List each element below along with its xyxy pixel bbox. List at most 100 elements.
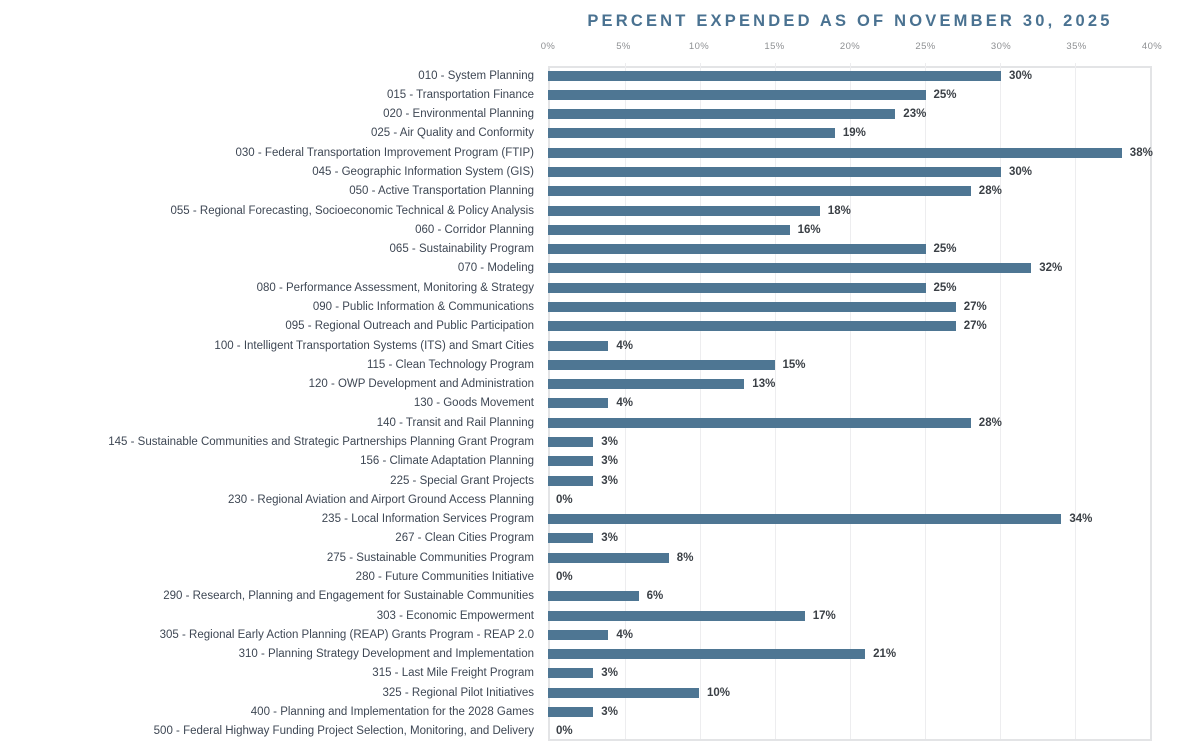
bar-track: 3% (548, 702, 1152, 721)
chart-row: 400 - Planning and Implementation for th… (0, 702, 1152, 721)
chart-row: 130 - Goods Movement 4% (0, 394, 1152, 413)
bar (548, 456, 594, 467)
category-label: 275 - Sustainable Communities Program (326, 551, 534, 564)
gridline (700, 63, 701, 739)
bar (548, 687, 699, 698)
value-label: 0% (556, 570, 573, 583)
x-axis-tick: 20% (839, 41, 861, 52)
value-label: 6% (646, 590, 664, 603)
chart-title: PERCENT EXPENDED AS OF NOVEMBER 30, 2025 (587, 12, 1113, 30)
value-label: 27% (963, 320, 987, 333)
bar-track: 3% (548, 529, 1152, 548)
category-label: 050 - Active Transportation Planning (349, 185, 534, 198)
category-label: 325 - Regional Pilot Initiatives (382, 686, 535, 699)
chart-row: 275 - Sustainable Communities Program 8% (0, 548, 1152, 567)
gridline (775, 63, 776, 739)
value-label: 0% (556, 725, 573, 738)
value-label: 4% (616, 628, 634, 641)
bar-track: 19% (548, 124, 1152, 143)
chart-row: 015 - Transportation Finance 25% (0, 85, 1152, 104)
bar (548, 263, 1032, 274)
bar-track: 3% (548, 664, 1152, 683)
bar (548, 89, 926, 100)
value-label: 38% (1129, 146, 1153, 159)
bar-rows: 010 - System Planning 30% 015 - Transporta… (0, 66, 1153, 741)
bar-track: 0% (548, 490, 1152, 509)
bar (548, 340, 609, 351)
gridline (1075, 63, 1076, 739)
bar (548, 302, 956, 313)
value-label: 25% (933, 243, 957, 256)
category-label: 020 - Environmental Planning (383, 108, 534, 121)
value-label: 13% (752, 378, 776, 391)
bar (548, 533, 594, 544)
category-label: 030 - Federal Transportation Improvement… (235, 146, 534, 159)
category-label: 065 - Sustainability Program (389, 243, 534, 256)
category-label: 090 - Public Information & Communication… (312, 301, 534, 314)
bar-track: 13% (548, 375, 1152, 394)
value-label: 21% (873, 648, 897, 661)
bar (548, 552, 669, 563)
value-label: 28% (978, 185, 1002, 198)
bar-track: 28% (548, 413, 1152, 432)
bar (548, 706, 594, 717)
value-label: 32% (1039, 262, 1063, 275)
bar (548, 398, 609, 409)
value-label: 3% (601, 455, 618, 468)
category-label: 140 - Transit and Rail Planning (376, 416, 534, 429)
bar (548, 205, 820, 216)
category-label: 010 - System Planning (418, 69, 534, 82)
bar-track: 3% (548, 452, 1152, 471)
bar-track: 27% (548, 297, 1152, 316)
category-label: 303 - Economic Empowerment (376, 609, 534, 622)
chart-row: 010 - System Planning 30% (0, 66, 1152, 85)
bar (548, 668, 594, 679)
chart-row: 065 - Sustainability Program 25% (0, 240, 1152, 259)
bar-track: 27% (548, 317, 1152, 336)
bar (548, 224, 790, 235)
value-label: 34% (1069, 513, 1093, 526)
value-label: 28% (978, 416, 1002, 429)
category-label: 095 - Regional Outreach and Public Parti… (285, 320, 534, 333)
gridline (625, 63, 626, 739)
category-label: 025 - Air Quality and Conformity (371, 127, 534, 140)
bar (548, 70, 1001, 81)
x-axis-tick: 0% (540, 41, 556, 52)
bar (548, 610, 805, 621)
value-label: 18% (827, 204, 851, 217)
x-axis-tick: 35% (1066, 41, 1087, 52)
bar-track: 3% (548, 471, 1152, 490)
category-label: 305 - Regional Early Action Planning (RE… (159, 628, 534, 641)
bar (548, 591, 639, 602)
bar (548, 167, 1001, 178)
bar (548, 359, 775, 370)
category-label: 230 - Regional Aviation and Airport Grou… (227, 493, 534, 506)
chart-row: 303 - Economic Empowerment 17% (0, 606, 1152, 625)
chart-row: 280 - Future Communities Initiative 0% (0, 567, 1152, 586)
bar (548, 186, 971, 197)
category-label: 400 - Planning and Implementation for th… (250, 705, 534, 718)
bar (548, 514, 1062, 525)
bar (548, 321, 956, 332)
bar-track: 38% (548, 143, 1153, 162)
category-label: 070 - Modeling (457, 262, 534, 275)
value-label: 8% (676, 551, 694, 564)
x-axis-tick: 25% (915, 41, 936, 52)
value-label: 15% (782, 358, 806, 371)
gridline (1000, 63, 1001, 739)
bar-track: 25% (548, 240, 1152, 259)
x-axis-tick: 30% (990, 41, 1012, 52)
bar-track: 30% (548, 162, 1152, 181)
category-label: 080 - Performance Assessment, Monitoring… (256, 281, 534, 294)
category-label: 280 - Future Communities Initiative (355, 570, 534, 583)
x-axis-tick: 10% (688, 41, 710, 52)
category-label: 130 - Goods Movement (413, 397, 534, 410)
bar-track: 21% (548, 644, 1152, 663)
bar-track: 15% (548, 355, 1152, 374)
chart-row: 060 - Corridor Planning 16% (0, 220, 1152, 239)
chart-row: 030 - Federal Transportation Improvement… (0, 143, 1153, 162)
bar (548, 109, 896, 120)
x-axis-tick: 40% (1141, 41, 1163, 52)
bar-track: 4% (548, 394, 1152, 413)
